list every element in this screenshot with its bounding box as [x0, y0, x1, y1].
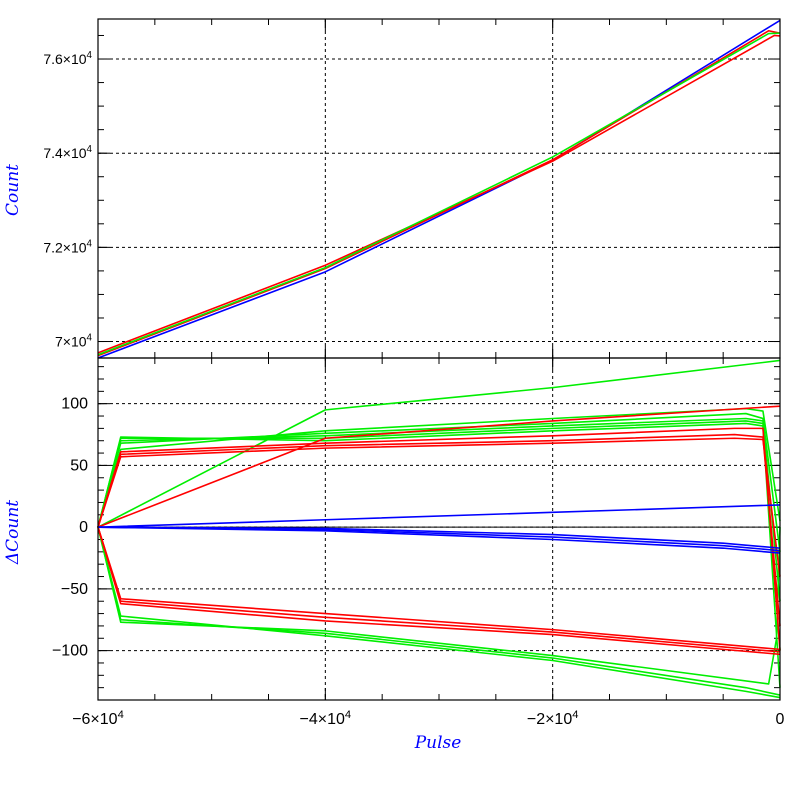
bottom-panel: −100 −50 0 50 100 −6×104 −4×104 −2×104 0: [52, 357, 785, 728]
series-line-red-10: [97, 433, 781, 626]
top-panel: 7×104 7.2×104 7.4×104 7.6×104: [43, 18, 781, 359]
series-line-blue-0: [97, 19, 781, 359]
series-line-blue-18: [97, 526, 781, 549]
y-tick-label: −50: [61, 581, 88, 598]
series-line-green-3: [97, 32, 781, 356]
series-line-blue-16: [97, 526, 781, 554]
x-tick-label: −4×104: [300, 709, 352, 728]
series-line-red-11: [97, 427, 781, 651]
x-axis-title: Pulse: [414, 733, 462, 753]
y-tick-label: −100: [52, 643, 88, 660]
x-tick-label: −6×104: [72, 709, 124, 728]
plot-frame: [97, 357, 781, 701]
series-line-red-2: [97, 34, 781, 354]
series-line-red-9: [97, 437, 781, 577]
y-tick-label: 7.4×104: [43, 144, 92, 161]
y-tick-label: 100: [61, 396, 88, 413]
y-tick-label: 50: [70, 457, 88, 474]
x-tick-label: 0: [776, 711, 785, 728]
plot-frame: [97, 18, 781, 359]
y-tick-label: 7.2×104: [43, 238, 92, 255]
x-tick-label: −2×104: [527, 709, 579, 728]
series-line-blue-17: [97, 526, 781, 552]
y-tick-label: 0: [79, 519, 88, 536]
series-line-red-15: [97, 526, 781, 656]
series-line-green-5: [97, 359, 781, 528]
y-tick-label: 7.6×104: [43, 50, 92, 67]
bottom-y-axis-title: ΔCount: [3, 500, 23, 565]
series-line-green-0: [97, 407, 781, 528]
series-line-green-8: [97, 526, 781, 685]
series-line-green-4: [97, 422, 781, 688]
series-line-blue-19: [97, 504, 781, 528]
series-line-red-12: [97, 405, 781, 528]
y-tick-label: 7×104: [55, 333, 93, 350]
top-y-axis-title: Count: [3, 164, 23, 216]
series-line-red-1: [97, 29, 781, 357]
